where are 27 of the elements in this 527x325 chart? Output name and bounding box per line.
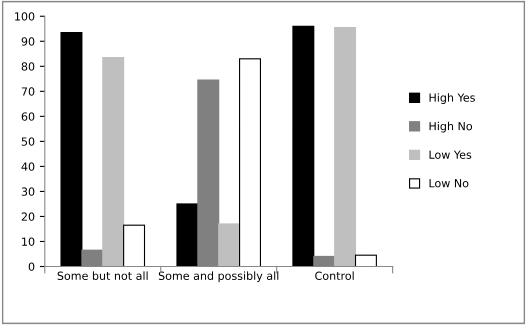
- bar: [123, 224, 146, 266]
- legend-label: Low Yes: [430, 150, 472, 159]
- bar: [60, 32, 82, 266]
- bar: [102, 56, 124, 266]
- y-tick-label: 40: [21, 162, 34, 171]
- y-tick-label: 90: [22, 37, 34, 46]
- y-tick-label: 80: [22, 62, 34, 71]
- bar: [292, 26, 314, 266]
- y-tick-label: 60: [22, 112, 34, 121]
- y-tick-label: 10: [22, 237, 34, 246]
- x-tick-label: Some but not all: [58, 271, 148, 280]
- y-tick-label: 30: [22, 187, 34, 196]
- x-tick-label: Some and possibly all: [158, 271, 278, 282]
- y-tick-label: 50: [22, 137, 34, 146]
- legend-label: High No: [430, 122, 472, 132]
- legend-label: Low No: [430, 179, 468, 188]
- legend-label: High Yes: [430, 93, 475, 104]
- x-tick-label: Control: [315, 271, 354, 280]
- y-tick-label: 70: [22, 87, 34, 96]
- bar: [218, 223, 240, 266]
- bar: [354, 254, 377, 266]
- y-tick-label: 0: [28, 262, 34, 271]
- bar: [334, 26, 356, 266]
- bar: [239, 58, 261, 266]
- bar: [176, 203, 198, 266]
- y-tick-label: 20: [22, 212, 34, 221]
- y-tick-label: 100: [15, 12, 34, 21]
